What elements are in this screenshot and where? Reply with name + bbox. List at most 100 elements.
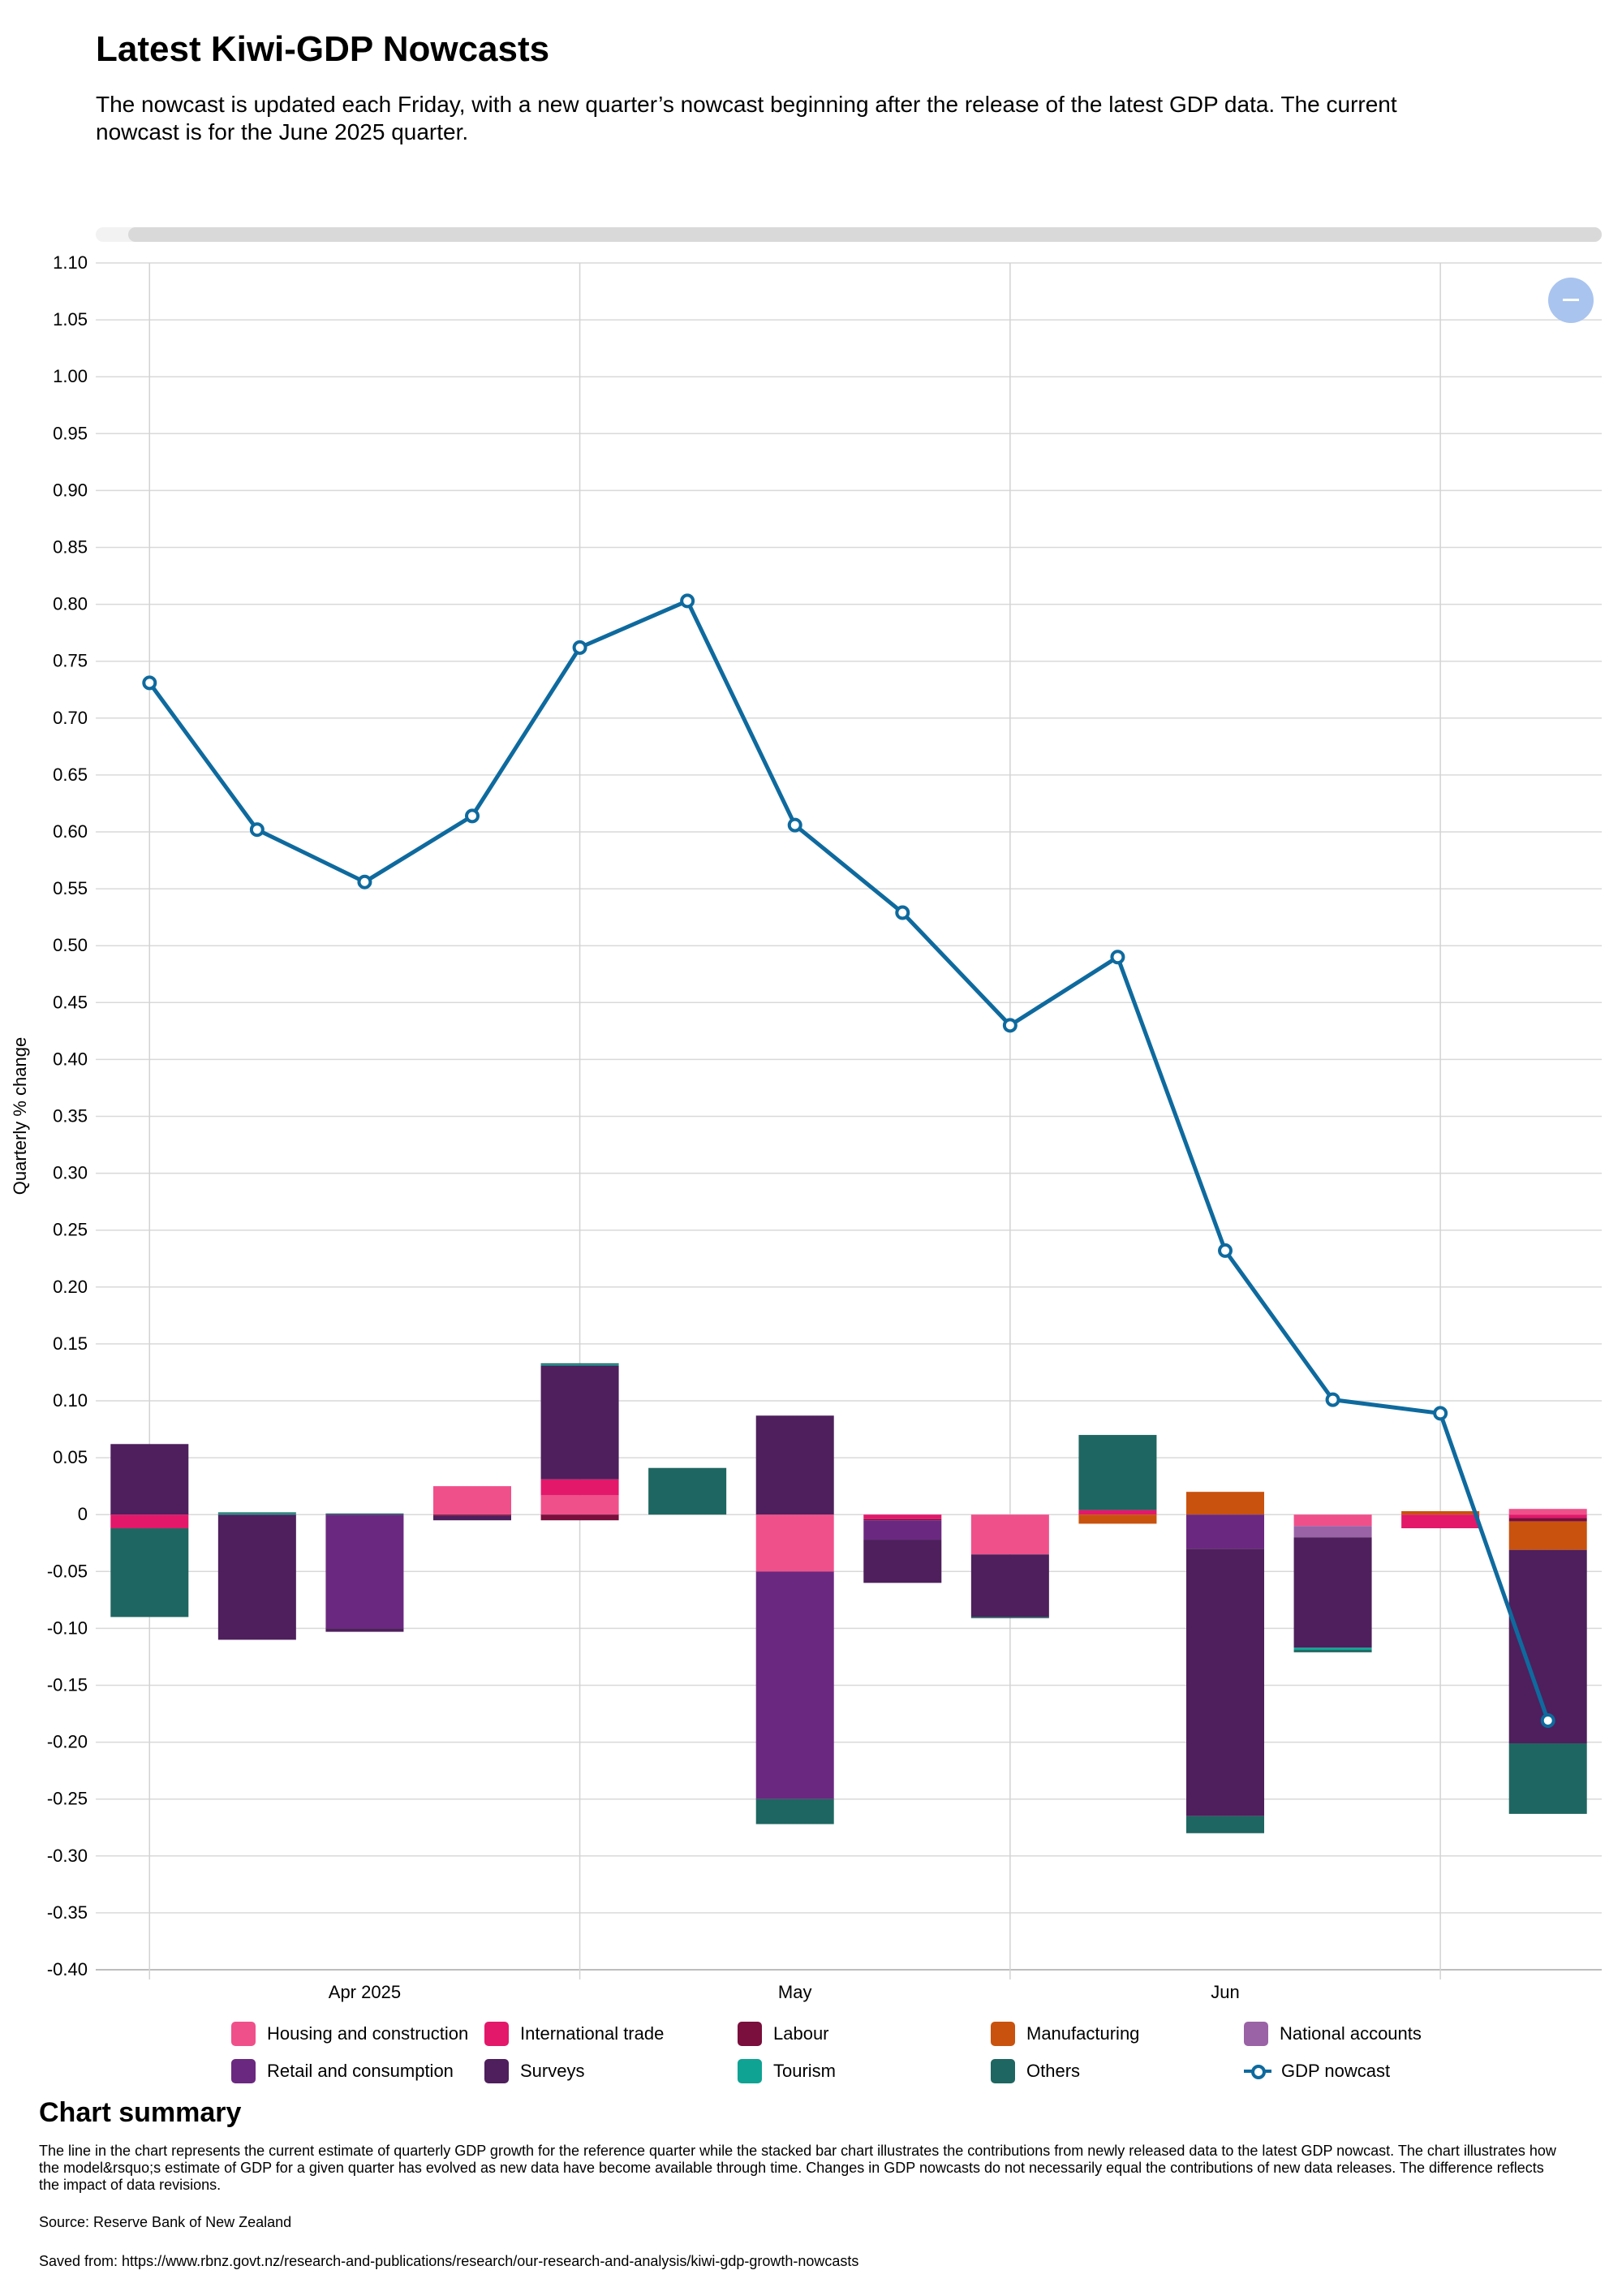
legend-item[interactable]: National accounts [1244,2022,1497,2046]
y-tick-label: 0.95 [53,423,88,443]
legend-item[interactable]: Others [991,2059,1244,2083]
bar-segment [1186,1514,1264,1549]
chart-scrollbar[interactable] [96,227,1602,242]
legend-label: National accounts [1280,2023,1422,2044]
bar-segment [217,1512,296,1514]
bar-segment [863,1520,942,1540]
legend-color-swatch [991,2059,1015,2083]
saved-from-note: Saved from: https://www.rbnz.govt.nz/res… [39,2253,859,2269]
gdp-nowcast-point [357,874,372,890]
chart-scrollbar-thumb[interactable] [128,227,1602,242]
bar-segment [755,1571,834,1799]
y-tick-label: 1.05 [53,309,88,330]
y-tick-label: 0.30 [53,1163,88,1183]
bar-segment [540,1365,619,1480]
bar-segment [863,1518,942,1521]
bar-segment [1508,1518,1587,1522]
legend-item[interactable]: Labour [738,2022,991,2046]
y-tick-label: 0.25 [53,1220,88,1240]
y-axis-ticks: 1.10 1.05 1.00 0.95 0.90 0.85 0.80 0.75 0.70 0.65… [47,252,88,1979]
legend-label: Retail and consumption [267,2061,454,2081]
bar-segment [433,1514,511,1516]
bar-segment [540,1364,619,1366]
minus-icon [1563,299,1579,301]
legend-item[interactable]: Retail and consumption [231,2059,484,2083]
bar-segment [1401,1514,1480,1529]
legend-color-swatch [231,2022,256,2046]
bar-segment [540,1495,619,1515]
legend-label: International trade [520,2023,665,2044]
y-tick-label: 0.60 [53,821,88,842]
y-tick-label: 1.00 [53,366,88,386]
y-tick-label: -0.40 [47,1959,88,1979]
y-tick-label: 1.10 [53,252,88,273]
bar-segment [755,1514,834,1572]
x-tick-label: Jun [1211,1982,1239,2002]
legend-color-swatch [991,2022,1015,2046]
bar-segment [970,1554,1049,1618]
y-tick-label: -0.05 [47,1561,88,1581]
legend-item[interactable]: Manufacturing [991,2022,1244,2046]
legend-color-swatch [484,2022,509,2046]
bar-segment [863,1540,942,1583]
legend-item[interactable]: Tourism [738,2059,991,2083]
y-tick-label: 0.80 [53,594,88,614]
bar-segment [863,1514,942,1519]
y-tick-label: 0.20 [53,1277,88,1297]
legend-color-swatch [231,2059,256,2083]
gdp-nowcast-point [572,640,587,655]
gdp-nowcast-point [1110,950,1125,965]
summary-title: Chart summary [39,2097,242,2128]
legend-label: Others [1026,2061,1081,2081]
legend-label: Surveys [520,2061,585,2081]
bar-segment [433,1486,511,1515]
source-note: Source: Reserve Bank of New Zealand [39,2214,292,2230]
bar-segment [1293,1537,1372,1648]
bar-segment [1293,1650,1372,1652]
gdp-nowcast-point [142,675,157,691]
legend-label: Manufacturing [1026,2023,1140,2044]
summary-text: The line in the chart represents the cur… [39,2143,1556,2193]
bar-segment [110,1444,189,1515]
y-tick-label: 0.90 [53,480,88,500]
gdp-nowcast-path [148,598,1551,1721]
bar-segment [1186,1492,1264,1515]
bar-segment [1293,1526,1372,1538]
reset-zoom-button[interactable] [1548,278,1594,323]
y-tick-label: 0.45 [53,992,88,1012]
bar-segment [1508,1514,1587,1518]
legend-line-swatch [1244,2061,1271,2082]
gdp-nowcast-point [1540,1712,1555,1728]
y-tick-label: -0.35 [47,1902,88,1923]
legend-label: Housing and construction [267,2023,469,2044]
y-tick-label: 0.75 [53,651,88,671]
y-tick-label: 0 [78,1504,88,1524]
page-subtitle: The nowcast is updated each Friday, with… [96,92,1397,144]
gdp-nowcast-point [1433,1406,1448,1421]
bar-segment [1186,1549,1264,1816]
grid-lines [96,262,1602,1971]
legend-item[interactable]: Housing and construction [231,2022,484,2046]
legend-item[interactable]: International trade [484,2022,738,2046]
legend-item[interactable]: Surveys [484,2059,738,2083]
bar-segment [110,1528,189,1618]
bar-segment [970,1514,1049,1555]
bar-segment [1078,1510,1157,1515]
bar-segment [540,1479,619,1496]
stacked-bars [110,1363,1587,1833]
bar-segment [1078,1435,1157,1510]
y-tick-label: 0.70 [53,708,88,728]
legend-color-swatch [738,2022,762,2046]
y-axis-label: Quarterly % change [10,1037,30,1195]
legend-color-swatch [484,2059,509,2083]
y-tick-label: -0.25 [47,1789,88,1809]
legend-item[interactable]: GDP nowcast [1244,2061,1497,2082]
bar-segment [217,1514,296,1640]
bar-segment [755,1798,834,1824]
gdp-nowcast-line [142,593,1555,1728]
bar-segment [970,1617,1049,1618]
gdp-nowcast-point [787,817,802,833]
nowcast-chart: 1.10 1.05 1.00 0.95 0.90 0.85 0.80 0.75 0.70 0.65… [10,252,1602,2002]
gdp-nowcast-point [1002,1018,1018,1033]
chart-legend: Housing and construction International tr… [231,2022,1497,2083]
